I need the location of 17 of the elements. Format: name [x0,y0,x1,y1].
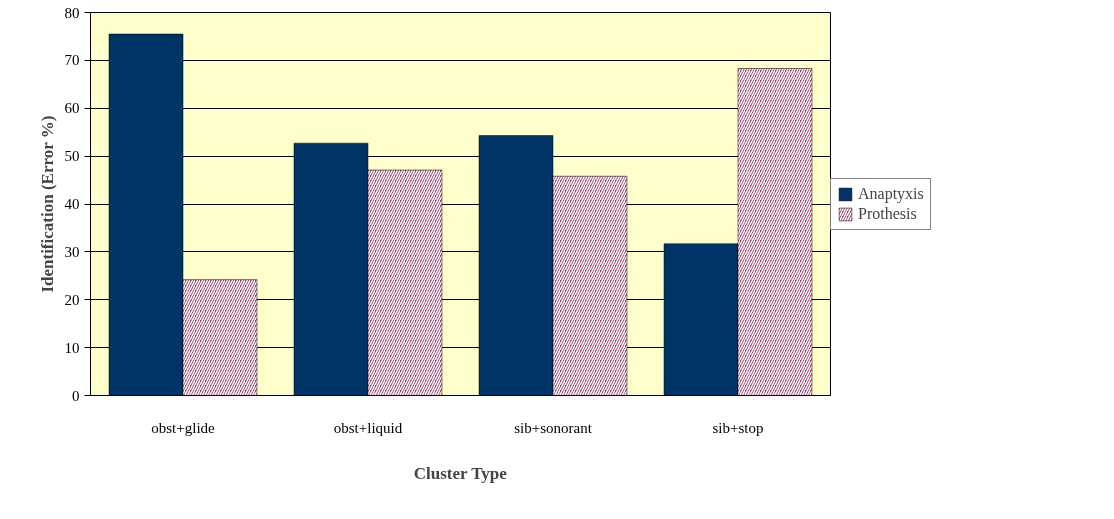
y-tick-label: 50 [64,148,80,165]
y-tick-label: 80 [64,4,80,21]
y-tick-label: 10 [64,339,80,356]
y-axis-title: Identification (Error %) [37,115,57,293]
y-tick-label: 20 [64,291,80,308]
legend-label: Prothesis [858,204,917,223]
y-tick-label: 30 [64,243,80,260]
y-tick-label: 60 [64,100,80,117]
x-tick-label: obst+glide [151,419,216,436]
x-tick-label: obst+liquid [333,419,403,436]
y-tick-label: 70 [64,52,80,69]
y-tick-label: 0 [72,387,80,404]
x-axis-title: Cluster Type [413,463,508,483]
y-tick-label: 40 [64,196,80,212]
x-tick-label: sib+sonorant [514,419,593,436]
x-tick-label: sib+stop [712,419,764,436]
legend-label: Anaptyxis [858,184,924,203]
